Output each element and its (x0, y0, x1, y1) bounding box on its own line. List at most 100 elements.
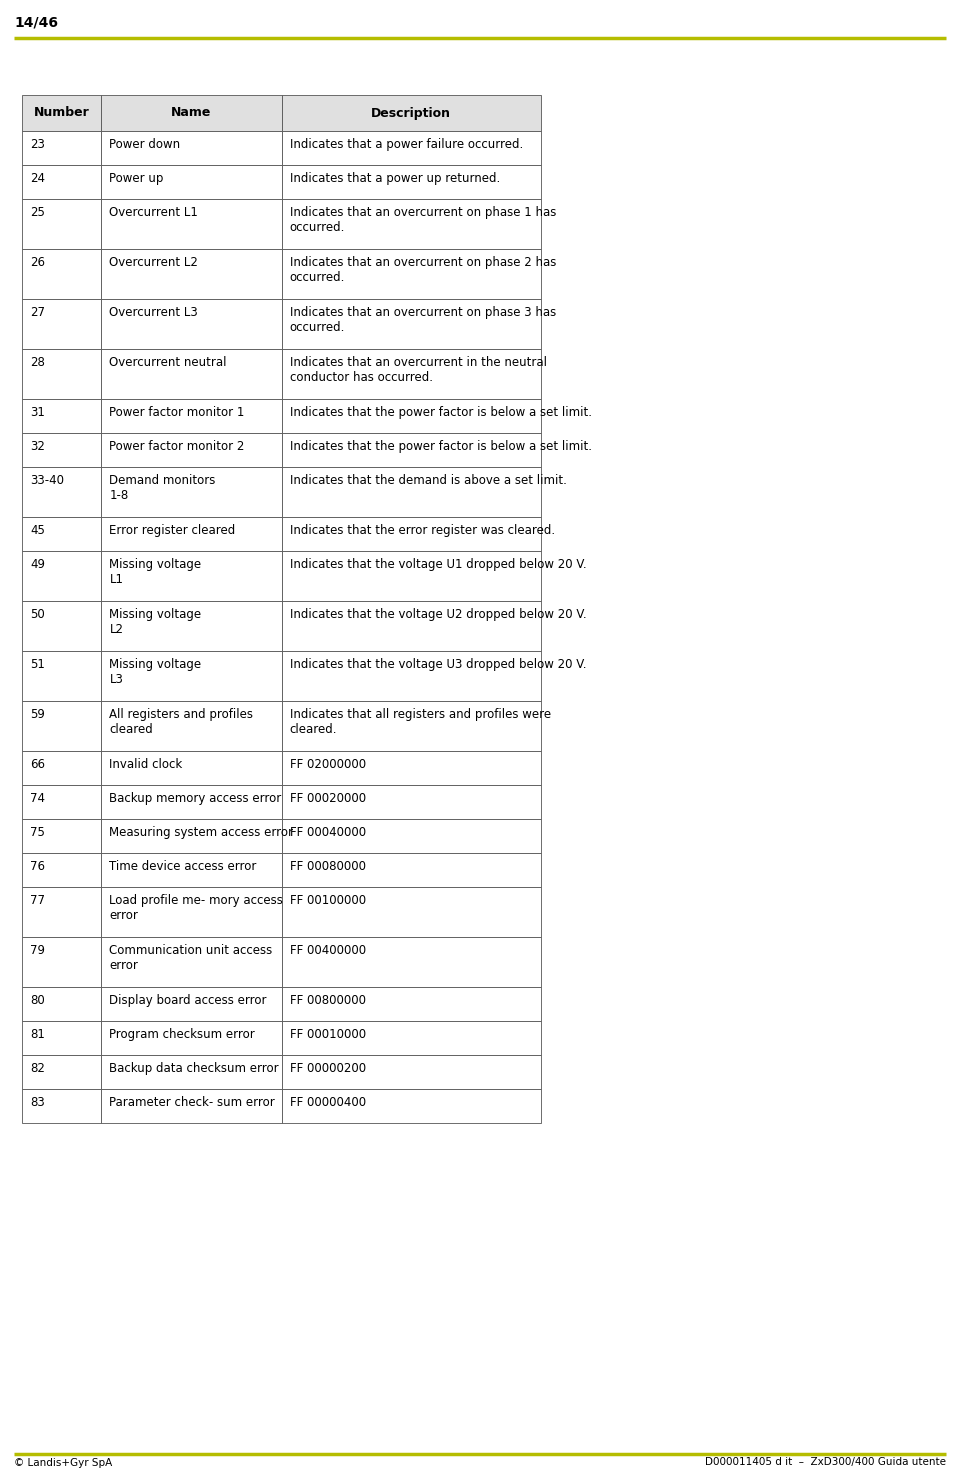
Bar (102, 701, 281, 751)
Text: FF 00100000: FF 00100000 (290, 894, 366, 907)
Bar (102, 785, 281, 819)
Text: 51: 51 (30, 658, 45, 671)
Bar (281, 299, 541, 350)
Bar (22, 350, 102, 400)
Bar (102, 94, 281, 131)
Text: 59: 59 (30, 708, 45, 721)
Text: 75: 75 (30, 826, 45, 839)
Bar (281, 165, 541, 199)
Text: 82: 82 (30, 1062, 45, 1075)
Bar (102, 819, 281, 853)
Bar (22, 819, 102, 853)
Bar (281, 400, 541, 434)
Text: Power down: Power down (109, 139, 180, 150)
Text: Indicates that the error register was cleared.: Indicates that the error register was cl… (290, 524, 555, 537)
Bar (281, 1089, 541, 1122)
Text: Indicates that a power up returned.: Indicates that a power up returned. (290, 173, 500, 184)
Bar (102, 1089, 281, 1122)
Bar (281, 518, 541, 552)
Bar (281, 987, 541, 1021)
Bar (102, 1055, 281, 1089)
Text: 27: 27 (30, 305, 45, 319)
Text: 49: 49 (30, 558, 45, 571)
Text: 79: 79 (30, 944, 45, 957)
Bar (281, 468, 541, 518)
Text: 28: 28 (30, 355, 45, 369)
Text: Overcurrent L3: Overcurrent L3 (109, 305, 198, 319)
Text: Missing voltage
L1: Missing voltage L1 (109, 558, 202, 586)
Text: Overcurrent L2: Overcurrent L2 (109, 257, 199, 268)
Text: FF 00010000: FF 00010000 (290, 1028, 366, 1041)
Text: Indicates that the voltage U1 dropped below 20 V.: Indicates that the voltage U1 dropped be… (290, 558, 587, 571)
Bar (22, 600, 102, 650)
Bar (281, 94, 541, 131)
Text: Indicates that all registers and profiles were
cleared.: Indicates that all registers and profile… (290, 708, 551, 736)
Bar (281, 819, 541, 853)
Bar (22, 131, 102, 165)
Bar (102, 937, 281, 987)
Text: D000011405 d it  –  ZxD300/400 Guida utente: D000011405 d it – ZxD300/400 Guida utent… (705, 1457, 946, 1468)
Text: Missing voltage
L2: Missing voltage L2 (109, 608, 202, 636)
Text: Backup memory access error: Backup memory access error (109, 792, 281, 805)
Text: 24: 24 (30, 173, 45, 184)
Text: FF 00080000: FF 00080000 (290, 860, 366, 873)
Bar (281, 701, 541, 751)
Text: 14/46: 14/46 (14, 15, 58, 30)
Bar (22, 400, 102, 434)
Text: Communication unit access
error: Communication unit access error (109, 944, 273, 972)
Text: Overcurrent neutral: Overcurrent neutral (109, 355, 227, 369)
Text: FF 00000400: FF 00000400 (290, 1096, 366, 1109)
Bar (281, 434, 541, 468)
Text: 81: 81 (30, 1028, 45, 1041)
Bar (281, 751, 541, 785)
Text: Backup data checksum error: Backup data checksum error (109, 1062, 279, 1075)
Bar (22, 249, 102, 299)
Text: 33-40: 33-40 (30, 473, 64, 487)
Bar (281, 552, 541, 600)
Text: Number: Number (34, 106, 89, 119)
Text: Error register cleared: Error register cleared (109, 524, 235, 537)
Text: Indicates that a power failure occurred.: Indicates that a power failure occurred. (290, 139, 523, 150)
Text: Indicates that an overcurrent on phase 1 has
occurred.: Indicates that an overcurrent on phase 1… (290, 207, 556, 235)
Bar (102, 468, 281, 518)
Bar (102, 853, 281, 886)
Bar (22, 434, 102, 468)
Text: Indicates that the power factor is below a set limit.: Indicates that the power factor is below… (290, 406, 591, 419)
Bar (102, 987, 281, 1021)
Bar (102, 299, 281, 350)
Bar (22, 199, 102, 249)
Bar (102, 1021, 281, 1055)
Bar (22, 299, 102, 350)
Text: Invalid clock: Invalid clock (109, 758, 182, 771)
Bar (102, 886, 281, 937)
Bar (22, 1089, 102, 1122)
Bar (281, 886, 541, 937)
Bar (102, 650, 281, 701)
Bar (102, 199, 281, 249)
Text: 25: 25 (30, 207, 45, 218)
Text: 32: 32 (30, 440, 45, 453)
Bar (102, 400, 281, 434)
Text: All registers and profiles
cleared: All registers and profiles cleared (109, 708, 253, 736)
Bar (281, 937, 541, 987)
Bar (102, 350, 281, 400)
Bar (22, 701, 102, 751)
Text: Power factor monitor 1: Power factor monitor 1 (109, 406, 245, 419)
Text: Overcurrent L1: Overcurrent L1 (109, 207, 199, 218)
Bar (22, 165, 102, 199)
Bar (22, 94, 102, 131)
Text: Measuring system access error: Measuring system access error (109, 826, 294, 839)
Bar (281, 199, 541, 249)
Text: 23: 23 (30, 139, 45, 150)
Text: FF 00800000: FF 00800000 (290, 994, 366, 1007)
Text: 74: 74 (30, 792, 45, 805)
Bar (281, 1055, 541, 1089)
Text: Indicates that the power factor is below a set limit.: Indicates that the power factor is below… (290, 440, 591, 453)
Bar (22, 987, 102, 1021)
Bar (22, 552, 102, 600)
Text: Indicates that the voltage U2 dropped below 20 V.: Indicates that the voltage U2 dropped be… (290, 608, 587, 621)
Text: FF 00040000: FF 00040000 (290, 826, 366, 839)
Text: Missing voltage
L3: Missing voltage L3 (109, 658, 202, 686)
Text: Time device access error: Time device access error (109, 860, 256, 873)
Bar (22, 853, 102, 886)
